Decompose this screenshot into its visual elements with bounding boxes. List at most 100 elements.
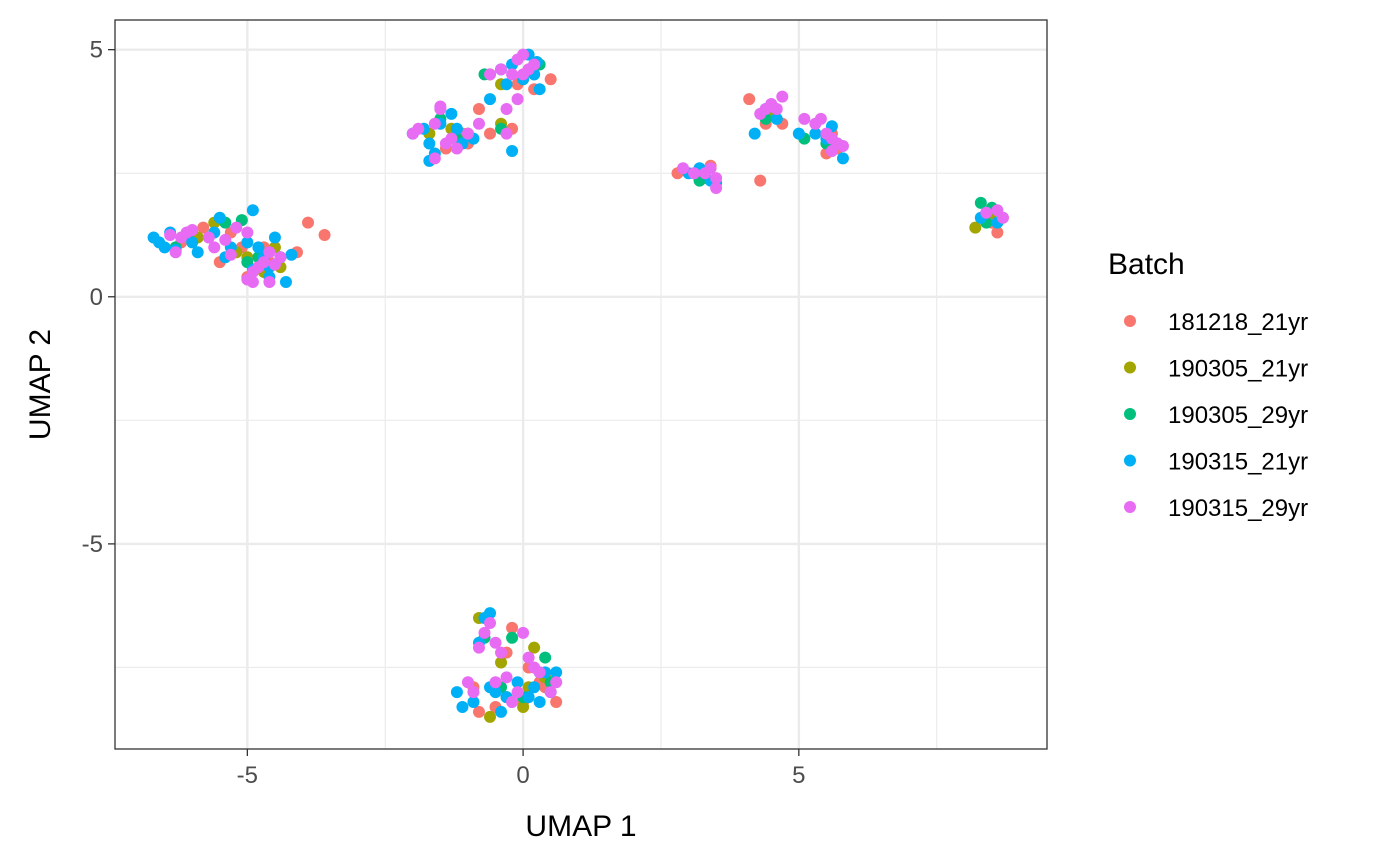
major-gridlines: [115, 20, 1047, 749]
point-190315_21yr: [153, 236, 166, 249]
point-190315_21yr: [450, 122, 463, 135]
legend-label: 181218_21yr: [1168, 309, 1308, 336]
point-190305_29yr: [506, 631, 519, 644]
point-190315_29yr: [263, 246, 276, 259]
point-190305_21yr: [969, 221, 982, 234]
data-points: [147, 48, 1009, 723]
legend-label: 190315_29yr: [1168, 495, 1308, 522]
point-190315_21yr: [522, 691, 535, 704]
x-axis-ticks: -5 0 5: [237, 749, 806, 789]
point-190305_21yr: [484, 710, 497, 723]
point-190315_29yr: [544, 686, 557, 699]
y-tick-label: 0: [90, 284, 103, 311]
point-190315_29yr: [169, 246, 182, 259]
point-181218_21yr: [550, 696, 563, 709]
point-190315_29yr: [517, 48, 530, 61]
point-190315_29yr: [202, 231, 215, 244]
point-190315_29yr: [506, 696, 519, 709]
point-190315_21yr: [528, 681, 541, 694]
point-190315_21yr: [836, 152, 849, 165]
point-190315_29yr: [241, 226, 254, 239]
point-181218_21yr: [197, 221, 210, 234]
point-190315_29yr: [500, 127, 513, 140]
point-190315_21yr: [467, 696, 480, 709]
point-190315_21yr: [285, 248, 298, 261]
point-190315_21yr: [550, 666, 563, 679]
point-190315_21yr: [792, 127, 805, 140]
point-190305_29yr: [539, 651, 552, 664]
point-190315_21yr: [511, 676, 524, 689]
point-190315_29yr: [445, 132, 458, 145]
point-190315_21yr: [241, 236, 254, 249]
point-190315_29yr: [467, 686, 480, 699]
y-tick-label: -5: [82, 531, 103, 558]
point-181218_21yr: [754, 174, 767, 187]
point-190315_29yr: [484, 616, 497, 629]
point-190315_29yr: [710, 172, 723, 185]
legend-key-190315_29yr: [1124, 501, 1136, 513]
point-190315_21yr: [748, 127, 761, 140]
point-190315_29yr: [263, 275, 276, 288]
legend-key-181218_21yr: [1124, 315, 1136, 327]
point-190305_21yr: [528, 641, 541, 654]
x-tick-label: -5: [237, 762, 258, 789]
point-190315_29yr: [710, 182, 723, 195]
point-190305_21yr: [517, 700, 530, 713]
point-190315_29yr: [814, 112, 827, 125]
point-190315_29yr: [478, 626, 491, 639]
point-190315_21yr: [279, 275, 292, 288]
point-190315_21yr: [191, 246, 204, 259]
point-181218_21yr: [991, 226, 1004, 239]
point-190315_29yr: [704, 162, 717, 175]
point-190315_29yr: [506, 68, 519, 81]
legend-items: 181218_21yr 190305_21yr 190305_29yr 190315_…: [1124, 309, 1308, 522]
point-190315_29yr: [517, 68, 530, 81]
point-190315_29yr: [472, 117, 485, 130]
point-181218_21yr: [743, 93, 756, 106]
point-190315_21yr: [533, 696, 546, 709]
point-190315_29yr: [500, 671, 513, 684]
legend: Batch 181218_21yr190305_21yr190305_29yr1…: [1108, 248, 1308, 522]
point-190315_21yr: [246, 204, 259, 217]
point-190315_21yr: [770, 112, 783, 125]
point-190315_21yr: [484, 93, 497, 106]
point-190315_21yr: [533, 83, 546, 96]
point-190315_29yr: [677, 162, 690, 175]
point-190315_29yr: [980, 206, 993, 219]
point-190315_29yr: [991, 204, 1004, 217]
point-190315_29yr: [770, 102, 783, 115]
point-190315_21yr: [456, 700, 469, 713]
point-190315_29yr: [164, 228, 177, 241]
point-190315_29yr: [428, 117, 441, 130]
point-190315_21yr: [423, 137, 436, 150]
point-190315_21yr: [268, 231, 281, 244]
point-190315_29yr: [257, 256, 270, 269]
x-axis-title: UMAP 1: [525, 810, 636, 843]
point-190315_29yr: [412, 122, 425, 135]
point-190315_29yr: [825, 144, 838, 157]
point-190315_29yr: [688, 167, 701, 180]
point-190315_29yr: [836, 140, 849, 153]
point-181218_21yr: [484, 127, 497, 140]
point-190315_29yr: [241, 273, 254, 286]
point-190315_29yr: [274, 251, 287, 264]
point-190315_29yr: [798, 112, 811, 125]
legend-key-190305_21yr: [1124, 361, 1136, 374]
point-190315_21yr: [445, 107, 458, 120]
point-190315_29yr: [511, 686, 524, 699]
point-190315_21yr: [809, 127, 822, 140]
legend-label: 190305_29yr: [1168, 402, 1308, 429]
point-181218_21yr: [302, 216, 315, 229]
point-190315_29yr: [428, 152, 441, 165]
point-190315_29yr: [550, 676, 563, 689]
legend-key-190315_21yr: [1124, 454, 1136, 467]
legend-title: Batch: [1108, 248, 1185, 281]
point-190315_29yr: [522, 651, 535, 664]
y-axis-title: UMAP 2: [24, 329, 57, 440]
point-190305_29yr: [974, 196, 987, 209]
point-190315_21yr: [500, 78, 513, 91]
x-tick-label: 0: [516, 762, 529, 789]
panel-border: [114, 19, 1048, 750]
y-axis-ticks: 5 0 -5: [82, 37, 115, 558]
